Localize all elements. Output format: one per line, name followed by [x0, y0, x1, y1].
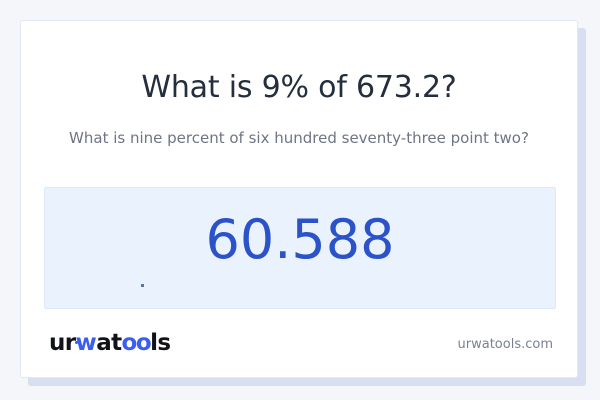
page-title: What is 9% of 673.2?: [141, 70, 457, 105]
brand-logo-part-ls: ls: [150, 330, 171, 356]
page-subtitle: What is nine percent of six hundred seve…: [69, 129, 529, 147]
calculator-card: What is 9% of 673.2? What is nine percen…: [20, 20, 578, 378]
brand-logo-part-oo: oo: [121, 330, 152, 356]
result-value: 60.588: [205, 208, 395, 271]
site-url-label: urwatools.com: [457, 337, 553, 352]
brand-logo-part-ur: ur: [49, 330, 76, 356]
card-content: What is 9% of 673.2? What is nine percen…: [21, 21, 577, 377]
brand-logo-part-at: at: [96, 330, 122, 356]
stray-dot-artifact: [141, 284, 144, 287]
brand-logo-part-w: w: [75, 330, 97, 356]
result-box: 60.588: [44, 187, 556, 309]
brand-logo[interactable]: urwatools: [49, 332, 171, 355]
card-footer: urwatools urwatools.com: [21, 325, 577, 359]
